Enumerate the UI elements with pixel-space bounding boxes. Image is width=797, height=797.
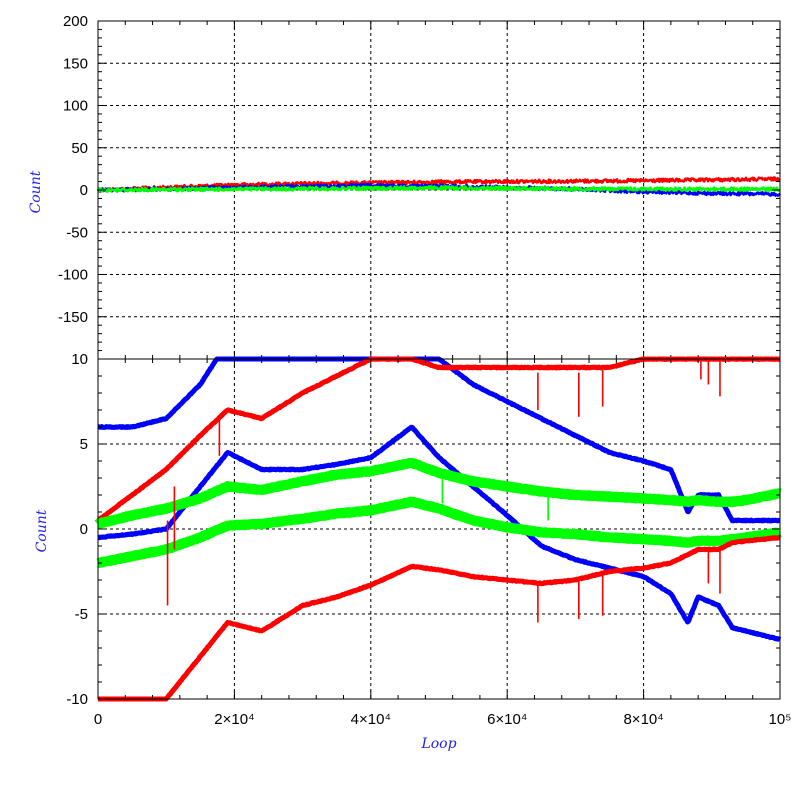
- top-panel-y-tick-labels: 200 150 100 50 0 -50 -100 -150: [58, 13, 88, 326]
- top-panel-ticks: [97, 20, 781, 360]
- y-tick-label: 200: [63, 13, 88, 30]
- bottom-panel: 10 5 0 -5 -10 0 2×10⁴ 4×10⁴ 6×10⁴ 8×10⁴ 10⁵ Count…: [34, 351, 791, 752]
- x-tick-label: 6×10⁴: [487, 711, 527, 728]
- y-tick-label: 0: [80, 521, 88, 538]
- y-tick-label: -50: [66, 224, 88, 241]
- y-tick-label: 50: [71, 140, 88, 157]
- top-panel: 200 150 100 50 0 -50 -100 -150 Count: [28, 13, 782, 360]
- series-line-5: [96, 535, 782, 702]
- y-tick-label: -10: [66, 691, 88, 708]
- series-line-2: [97, 185, 781, 193]
- series-line-3: [93, 457, 785, 529]
- top-panel-series: [96, 176, 782, 197]
- y-tick-label: 150: [63, 55, 88, 72]
- y-tick-label: -5: [75, 606, 88, 623]
- top-panel-y-axis-title: Count: [28, 170, 44, 213]
- bottom-panel-series: [93, 356, 785, 702]
- y-tick-label: 10: [71, 351, 88, 368]
- y-tick-label: 0: [80, 182, 88, 199]
- bottom-panel-ticks: [97, 358, 781, 700]
- x-tick-label: 2×10⁴: [214, 711, 254, 728]
- y-tick-label: 100: [63, 98, 88, 115]
- y-tick-label: 5: [80, 436, 88, 453]
- series-line-4: [93, 496, 785, 568]
- y-tick-label: -100: [58, 267, 88, 284]
- x-tick-label: 10⁵: [769, 711, 792, 728]
- bottom-panel-y-tick-labels: 10 5 0 -5 -10: [66, 351, 88, 708]
- x-tick-label: 4×10⁴: [351, 711, 391, 728]
- y-tick-label: -150: [58, 309, 88, 326]
- x-tick-label: 0: [94, 711, 102, 728]
- bottom-panel-y-axis-title: Count: [34, 509, 50, 552]
- x-axis-title: Loop: [420, 736, 456, 752]
- series-line-2: [96, 424, 782, 642]
- x-tick-label: 8×10⁴: [623, 711, 663, 728]
- bottom-panel-grid: [98, 359, 780, 699]
- bottom-panel-x-tick-labels: 0 2×10⁴ 4×10⁴ 6×10⁴ 8×10⁴ 10⁵: [94, 711, 792, 728]
